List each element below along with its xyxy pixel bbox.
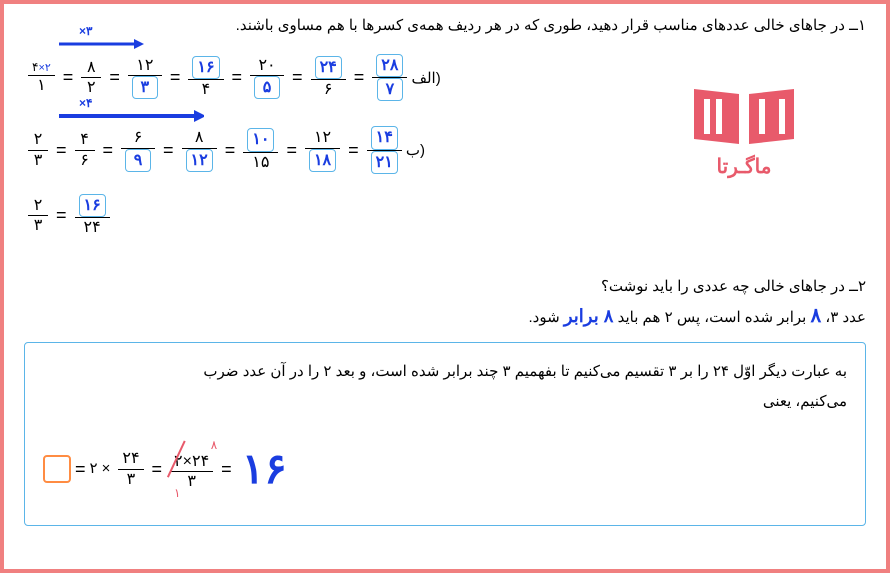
answer-box xyxy=(43,455,71,483)
result-16: ۱۶ xyxy=(242,427,287,511)
note-x3: ×۳ xyxy=(79,24,92,38)
frac: ۴×۲ ۱ xyxy=(28,60,55,95)
cancelled-fraction: ۸ ۲×۲۴۳ ۱ xyxy=(166,447,217,491)
row-b: ×۴ ۲۳ = ۴۶ = ۶۹ = ۸۱۲ = ۱۰۱۵ = ۱۲۱۸ = ۱۴… xyxy=(24,126,866,173)
explain-line1: به عبارت دیگر اوّل ۲۴ را بر ۳ تقسیم می‌ک… xyxy=(43,357,847,387)
question-1: ۱ــ در جاهای خالی عددهای مناسب قرار دهید… xyxy=(24,16,866,237)
explanation-box: به عبارت دیگر اوّل ۲۴ را بر ۳ تقسیم می‌ک… xyxy=(24,342,866,526)
extra-fraction: ۲۳ = ۱۶۲۴ xyxy=(24,194,866,237)
q1-prompt: ۱ــ در جاهای خالی عددهای مناسب قرار دهید… xyxy=(24,16,866,34)
note-x4: ×۴ xyxy=(79,96,92,110)
calculation: = ۲ × ۲۴۳ = ۸ ۲×۲۴۳ ۱ = ۱۶ xyxy=(43,427,707,511)
arrow-bottom-icon xyxy=(54,108,204,124)
arrow-top-icon xyxy=(54,36,144,52)
explain-line2: می‌کنیم، یعنی xyxy=(43,387,847,417)
q2-prompt: ۲ــ در جاهای خالی چه عددی را باید نوشت؟ xyxy=(24,277,866,295)
question-2: ۲ــ در جاهای خالی چه عددی را باید نوشت؟ … xyxy=(24,277,866,526)
label-b: ب) xyxy=(406,141,425,159)
q2-line2: عدد ۳، ۸ برابر شده است، پس ۲ هم باید ۸ ب… xyxy=(24,303,866,328)
row-alef: ×۳ ۴×۲ ۱ = ۸۲ = ۱۲۳ = ۱۶۴ = ۲۰۵ = ۲۴۶ = … xyxy=(24,54,866,101)
label-alef: الف) xyxy=(411,69,440,87)
